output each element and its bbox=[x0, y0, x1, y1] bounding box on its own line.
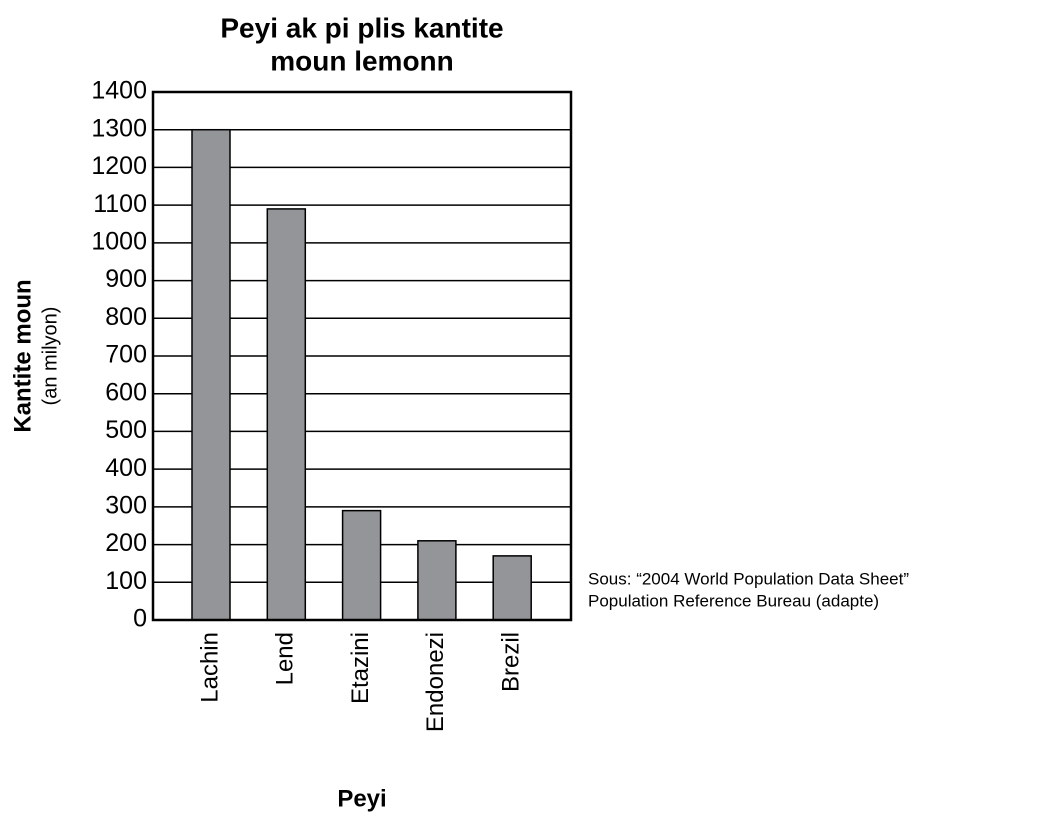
y-tick-label: 600 bbox=[105, 378, 147, 406]
x-tick-label: Endonezi bbox=[422, 632, 449, 732]
x-tick-label: Lend bbox=[272, 632, 299, 685]
y-tick-label: 1100 bbox=[93, 190, 147, 218]
y-tick-label: 0 bbox=[133, 605, 147, 633]
x-tick-label: Brezil bbox=[498, 632, 525, 692]
y-tick-label: 1200 bbox=[91, 152, 147, 180]
y-tick-label: 500 bbox=[105, 416, 147, 444]
bar bbox=[191, 128, 231, 621]
y-tick-label: 200 bbox=[105, 529, 147, 557]
y-tick-label: 300 bbox=[105, 491, 147, 519]
bar bbox=[341, 509, 382, 621]
x-axis-label: Peyi bbox=[337, 785, 386, 812]
x-tick-label: Lachin bbox=[196, 632, 223, 703]
bar bbox=[492, 555, 532, 621]
y-tick-label: 1400 bbox=[91, 77, 147, 105]
plot-frame bbox=[151, 90, 573, 622]
y-tick-label: 400 bbox=[105, 454, 147, 482]
chart-title: Peyi ak pi plis kantite bbox=[220, 12, 503, 43]
y-tick-label: 800 bbox=[105, 303, 147, 331]
bar bbox=[417, 540, 457, 621]
y-tick-label: 100 bbox=[105, 567, 147, 595]
source-note: Sous: “2004 World Population Data Sheet” bbox=[588, 569, 909, 588]
y-tick-label: 900 bbox=[105, 265, 147, 293]
x-tick-label: Etazini bbox=[347, 632, 374, 704]
y-tick-label: 1300 bbox=[91, 114, 147, 142]
bar bbox=[266, 208, 307, 621]
chart-title: moun lemonn bbox=[270, 45, 454, 76]
y-tick-label: 700 bbox=[105, 341, 147, 369]
y-axis-unit: (an milyon) bbox=[39, 307, 61, 406]
y-tick-label: 1000 bbox=[91, 227, 147, 255]
source-note: Population Reference Bureau (adapte) bbox=[588, 591, 879, 610]
y-axis-label: Kantite moun bbox=[9, 279, 36, 432]
